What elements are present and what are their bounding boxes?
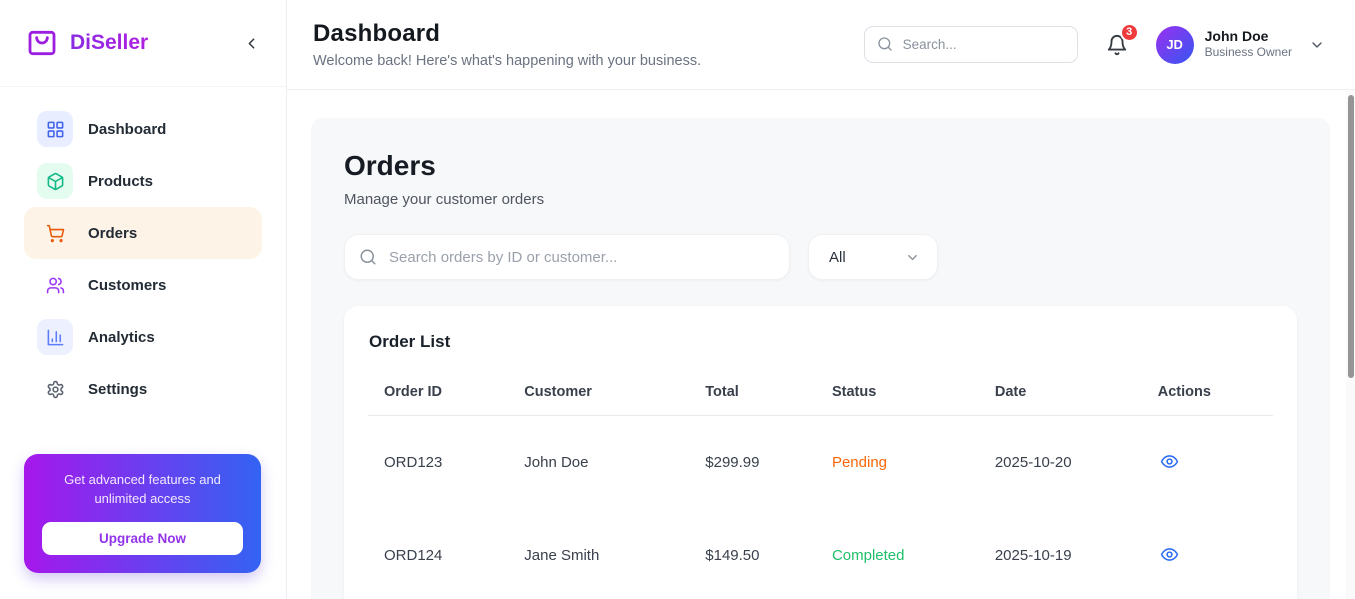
column-header-actions: Actions — [1141, 372, 1273, 416]
status-filter-value: All — [829, 248, 846, 266]
customer-cell: John Doe — [524, 454, 589, 471]
status-filter-select[interactable]: All — [808, 234, 938, 280]
gear-icon — [37, 371, 73, 407]
scrollbar-thumb[interactable] — [1348, 95, 1354, 378]
bell-icon — [1107, 34, 1126, 55]
shopping-cart-icon — [37, 215, 73, 251]
column-header-total: Total — [689, 372, 816, 416]
sidebar-item-label: Analytics — [88, 328, 155, 346]
status-badge: Completed — [831, 547, 905, 564]
sidebar-nav: Dashboard Products Orders Customers — [0, 87, 286, 415]
sidebar-item-label: Products — [88, 172, 154, 190]
shopping-bag-logo-icon — [26, 27, 58, 59]
sidebar-collapse-button[interactable] — [238, 30, 264, 56]
order-list-card: Order List Order ID Customer Total Statu… — [344, 306, 1297, 599]
grid-icon — [37, 111, 73, 147]
orders-filter-row: All — [344, 234, 1297, 280]
orders-panel: Orders Manage your customer orders All O… — [311, 118, 1330, 599]
page-subtitle: Welcome back! Here's what's happening wi… — [313, 53, 702, 69]
sidebar-item-analytics[interactable]: Analytics — [24, 311, 262, 363]
orders-table: Order ID Customer Total Status Date Acti… — [368, 372, 1273, 599]
header-titles: Dashboard Welcome back! Here's what's ha… — [313, 20, 701, 69]
sidebar-item-label: Customers — [88, 276, 167, 294]
content-area: Orders Manage your customer orders All O… — [287, 90, 1355, 599]
notifications-button[interactable]: 3 — [1102, 22, 1139, 60]
sidebar-header: DiSeller — [0, 0, 286, 87]
eye-icon — [1160, 548, 1178, 561]
date-cell: 2025-10-19 — [994, 547, 1072, 564]
status-badge: Pending — [831, 454, 888, 471]
package-icon — [37, 163, 73, 199]
table-row: ORD123 John Doe $299.99 Pending 2025-10-… — [368, 416, 1273, 510]
order-id-cell: ORD123 — [384, 454, 443, 471]
sidebar-item-orders[interactable]: Orders — [24, 207, 262, 259]
view-order-button[interactable] — [1158, 450, 1181, 473]
chevron-down-icon — [1312, 41, 1322, 48]
date-cell: 2025-10-20 — [994, 454, 1072, 471]
global-search-input[interactable] — [863, 26, 1078, 63]
main-area: Dashboard Welcome back! Here's what's ha… — [287, 0, 1355, 599]
column-header-customer: Customer — [508, 372, 690, 416]
upgrade-text: Get advanced features and unlimited acce… — [64, 472, 221, 507]
order-list-title: Order List — [369, 332, 451, 351]
header-actions: 3 JD John Doe Business Owner — [863, 22, 1325, 64]
bar-chart-icon — [37, 319, 73, 355]
top-header: Dashboard Welcome back! Here's what's ha… — [287, 0, 1355, 90]
upgrade-now-button[interactable]: Upgrade Now — [42, 522, 243, 555]
user-name: John Doe — [1204, 27, 1269, 44]
orders-search — [344, 234, 790, 280]
brand-name: DiSeller — [70, 31, 149, 54]
sidebar-item-products[interactable]: Products — [24, 155, 262, 207]
orders-search-input[interactable] — [344, 234, 790, 280]
sidebar-item-dashboard[interactable]: Dashboard — [24, 103, 262, 155]
order-id-cell: ORD124 — [384, 547, 443, 564]
sidebar-item-customers[interactable]: Customers — [24, 259, 262, 311]
sidebar-item-label: Dashboard — [88, 120, 167, 138]
total-cell: $149.50 — [705, 547, 760, 564]
total-cell: $299.99 — [705, 454, 760, 471]
customer-cell: Jane Smith — [524, 547, 600, 564]
sidebar-item-label: Settings — [88, 380, 148, 398]
chevron-down-icon — [908, 254, 917, 260]
users-icon — [37, 267, 73, 303]
view-order-button[interactable] — [1158, 543, 1181, 566]
sidebar-item-label: Orders — [88, 224, 138, 242]
sidebar-item-settings[interactable]: Settings — [24, 363, 262, 415]
column-header-date: Date — [978, 372, 1142, 416]
eye-icon — [1160, 455, 1178, 468]
user-menu[interactable]: JD John Doe Business Owner — [1155, 25, 1325, 64]
user-role: Business Owner — [1204, 45, 1292, 60]
vertical-scrollbar[interactable] — [1346, 90, 1355, 599]
orders-title: Orders — [344, 150, 436, 181]
page-title: Dashboard — [313, 20, 441, 47]
column-header-order-id: Order ID — [368, 372, 509, 416]
user-info: John Doe Business Owner — [1205, 28, 1292, 61]
upgrade-card: Get advanced features and unlimited acce… — [24, 454, 261, 573]
notification-badge: 3 — [1119, 22, 1139, 42]
column-header-status: Status — [815, 372, 979, 416]
chevron-left-icon — [248, 37, 254, 49]
global-search — [863, 26, 1078, 63]
table-header-row: Order ID Customer Total Status Date Acti… — [368, 372, 1273, 416]
sidebar: DiSeller Dashboard Products — [0, 0, 287, 599]
avatar: JD — [1155, 25, 1194, 64]
orders-subtitle: Manage your customer orders — [344, 191, 545, 208]
table-row: ORD124 Jane Smith $149.50 Completed 2025… — [368, 509, 1273, 599]
